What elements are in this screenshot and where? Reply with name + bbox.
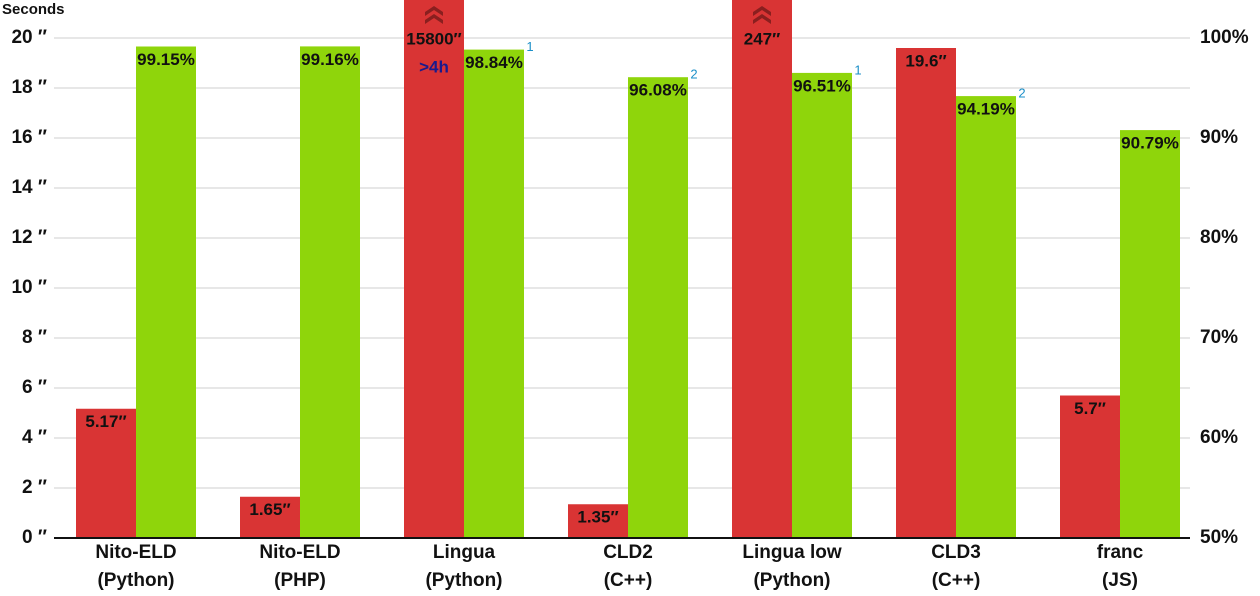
y-tick-label: 8 ″ [22,327,47,348]
value-label: 98.84% [465,53,523,72]
note: 1 [526,39,533,54]
extra-label: >4h [419,57,449,76]
y-tick-label: 10 ″ [11,277,47,298]
x-tick-label: franc [1097,542,1144,563]
x-tick-label: (Python) [753,570,830,591]
x-tick-label: Lingua low [742,542,841,563]
bar [792,72,852,539]
y-tick-label: 6 ″ [22,377,47,398]
x-tick-label: CLD3 [931,542,981,563]
x-tick-label: (PHP) [274,570,326,591]
bar [136,46,196,538]
y-tick-label: 4 ″ [22,427,47,448]
y2-tick-label: 60% [1200,427,1238,448]
y-tick-label: 16 ″ [11,127,47,148]
bar [568,504,628,538]
value-label: 94.19% [957,100,1015,119]
value-label: 15800″ [406,29,461,48]
x-tick-label: (JS) [1102,570,1138,591]
y2-tick-label: 50% [1200,527,1238,548]
value-label: 99.16% [301,50,359,69]
y-tick-label: 18 ″ [11,77,47,98]
value-label: 5.17″ [85,412,126,431]
bar [240,496,300,538]
value-label: 1.65″ [249,500,290,519]
overflow-chevron [753,6,771,24]
bar [404,0,464,538]
bar [956,96,1016,538]
x-tick-label: (C++) [932,570,981,591]
value-label: 90.79% [1121,134,1179,153]
bar [896,48,956,538]
note: 1 [854,62,861,77]
x-tick-label: Lingua [433,542,496,563]
bar [300,46,360,539]
x-tick-label: (Python) [97,570,174,591]
note: 2 [690,67,697,82]
bar [76,408,136,538]
y-tick-label: 12 ″ [11,227,47,248]
bar [732,0,792,538]
value-label: 99.15% [137,50,195,69]
x-tick-label: (Python) [425,570,502,591]
x-tick-label: Nito-ELD [259,542,340,563]
y2-tick-label: 100% [1200,27,1249,48]
overflow-chevron [425,6,443,24]
y-tick-label: 2 ″ [22,477,47,498]
y-tick-label: 0 ″ [22,527,47,548]
y-axis-label: Seconds [2,1,65,18]
bar [1060,395,1120,538]
bar [628,77,688,538]
value-label: 19.6″ [905,51,946,70]
y2-tick-label: 70% [1200,327,1238,348]
value-label: 247″ [744,29,781,48]
x-tick-label: Nito-ELD [95,542,176,563]
value-label: 96.51% [793,76,851,95]
value-label: 1.35″ [577,508,618,527]
y-tick-label: 20 ″ [11,27,47,48]
y2-tick-label: 80% [1200,227,1238,248]
x-tick-label: (C++) [604,570,653,591]
y2-tick-label: 90% [1200,127,1238,148]
value-label: 5.7″ [1074,399,1106,418]
y-tick-label: 14 ″ [11,177,47,198]
bar [464,49,524,538]
note: 2 [1018,86,1025,101]
bar [1120,130,1180,538]
x-tick-label: CLD2 [603,542,653,563]
value-label: 96.08% [629,81,687,100]
